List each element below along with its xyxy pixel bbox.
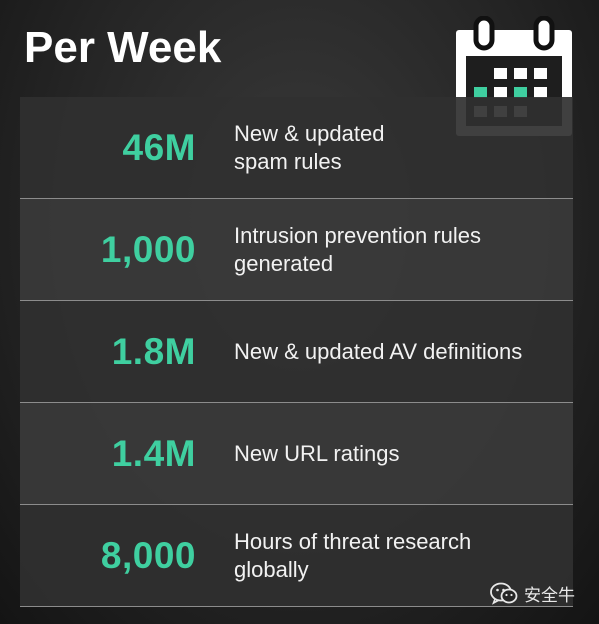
stat-description-line: New & updated xyxy=(234,120,385,146)
stat-description-line: Hours of threat research xyxy=(234,528,472,554)
stat-description: Intrusion prevention rules generated xyxy=(234,222,564,278)
stat-value: 1,000 xyxy=(100,228,196,270)
stat-description-line: spam rules xyxy=(234,148,342,174)
page-title: Per Week xyxy=(24,23,222,72)
stat-row-av-definitions: 1.8M New & updated AV definitions xyxy=(20,301,573,403)
stat-row-research-hours: 8,000 Hours of threat research globally xyxy=(20,505,573,607)
stat-value: 46M xyxy=(122,126,196,168)
stat-description-line: Intrusion prevention rules xyxy=(234,222,482,248)
stat-description-line: generated xyxy=(234,250,334,276)
stat-row-url-ratings: 1.4M New URL ratings xyxy=(20,403,573,505)
stat-description-line: New & updated AV definitions xyxy=(234,338,523,364)
stat-row-spam-rules: 46M New & updated spam rules xyxy=(20,97,573,199)
stat-value: 1.4M xyxy=(111,432,196,474)
stat-description-line: globally xyxy=(234,556,309,582)
stat-description: Hours of threat research globally xyxy=(234,528,564,584)
stat-description: New URL ratings xyxy=(234,440,564,468)
stat-row-intrusion-rules: 1,000 Intrusion prevention rules generat… xyxy=(20,199,573,301)
stat-value: 8,000 xyxy=(100,534,196,576)
wechat-icon xyxy=(490,582,518,605)
stat-value: 1.8M xyxy=(111,330,196,372)
stat-description: New & updated AV definitions xyxy=(234,338,564,366)
stat-description-line: New URL ratings xyxy=(234,440,400,466)
stats-list: 46M New & updated spam rules 1,000 Intru… xyxy=(20,97,573,607)
stat-description: New & updated spam rules xyxy=(234,120,564,176)
watermark-text: 安全牛 xyxy=(524,586,575,606)
watermark: 安全牛 xyxy=(490,581,575,606)
